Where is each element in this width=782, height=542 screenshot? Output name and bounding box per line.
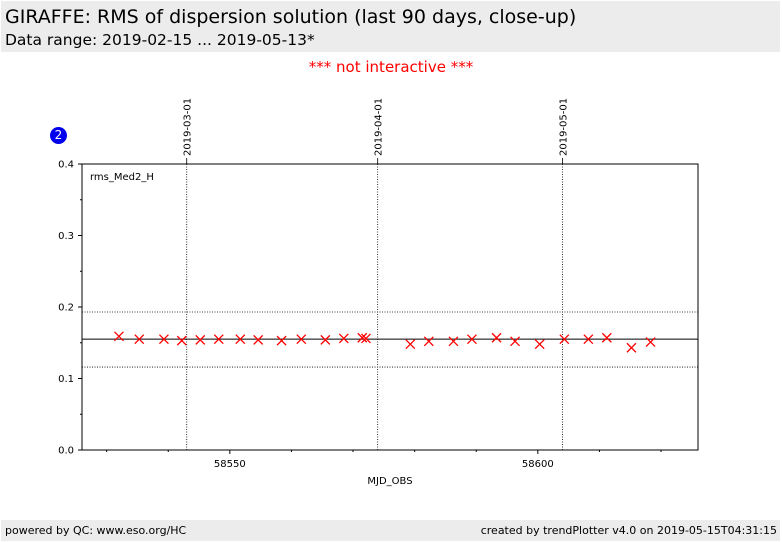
panel-label: rms_Med2_H [90, 172, 154, 183]
data-point [583, 334, 594, 345]
data-point [276, 335, 287, 346]
x-axis-label: MJD_OBS [367, 476, 412, 487]
data-point [645, 337, 656, 347]
data-point [357, 332, 368, 343]
data-point [134, 334, 145, 345]
data-point [491, 332, 502, 343]
data-point [253, 334, 264, 345]
data-point [559, 334, 570, 345]
axes: 0.0 0.1 0.2 0.3 0.4 58550 58600 [58, 160, 699, 470]
y-tick-label: 0.0 [58, 446, 74, 457]
data-point [158, 334, 169, 345]
y-tick-label: 0.2 [58, 303, 74, 314]
data-point [448, 336, 459, 347]
data-point [626, 342, 637, 353]
data-point [213, 334, 224, 345]
x-tick-label: 58600 [522, 459, 554, 470]
data-point [338, 333, 349, 344]
footer-powered-by: powered by QC: www.eso.org/HC [5, 524, 187, 537]
data-point [195, 334, 206, 345]
data-point [296, 334, 307, 345]
data-point [405, 339, 416, 350]
date-marker-label: 2019-03-01 [183, 98, 194, 156]
data-point [510, 336, 521, 347]
page-title: GIRAFFE: RMS of dispersion solution (las… [5, 6, 577, 28]
y-tick-label: 0.3 [58, 231, 74, 242]
not-interactive-notice: *** not interactive *** [308, 58, 474, 76]
plot-index-badge: 2 [50, 127, 67, 144]
data-point [534, 339, 545, 350]
header-band: GIRAFFE: RMS of dispersion solution (las… [1, 1, 780, 52]
data-point [361, 333, 371, 344]
data-point [176, 335, 187, 346]
reference-lines [82, 311, 698, 368]
date-marker-label: 2019-05-01 [558, 98, 569, 156]
plot-frame [81, 163, 699, 451]
data-point [114, 331, 124, 342]
data-range-subtitle: Data range: 2019-02-15 ... 2019-05-13* [5, 31, 315, 49]
data-points [114, 331, 656, 353]
footer-band: powered by QC: www.eso.org/HC created by… [1, 520, 780, 541]
data-point [235, 334, 246, 345]
data-point [466, 334, 477, 345]
data-point [320, 334, 331, 345]
y-tick-label: 0.1 [58, 374, 74, 385]
date-marker-lines [186, 164, 563, 450]
data-point [601, 332, 612, 343]
x-tick-label: 58550 [214, 459, 246, 470]
data-point [423, 336, 434, 347]
footer-created-by: created by trendPlotter v4.0 on 2019-05-… [480, 524, 777, 537]
y-tick-label: 0.4 [58, 160, 74, 171]
date-marker-labels: 2019-03-01 2019-04-01 2019-05-01 [183, 98, 569, 164]
date-marker-label: 2019-04-01 [374, 98, 385, 156]
